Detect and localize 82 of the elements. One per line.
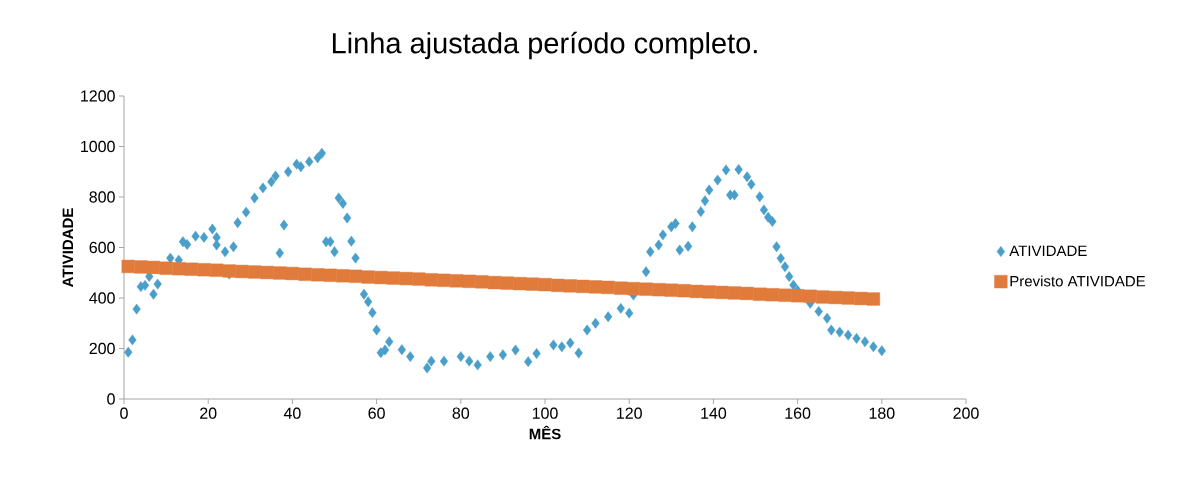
point <box>273 266 287 280</box>
y-axis-title: ATIVIDADE <box>62 208 74 287</box>
x-axis-title: MÊS <box>529 425 561 440</box>
x-tick-label: 200 <box>953 407 979 419</box>
point <box>374 270 388 285</box>
point <box>866 292 880 306</box>
point <box>487 276 502 290</box>
y-tick-label: 600 <box>89 241 115 254</box>
x-tick-label: 180 <box>869 407 895 419</box>
y-tick-label: 400 <box>89 292 115 304</box>
point <box>791 289 805 303</box>
x-tick-label: 140 <box>701 407 727 419</box>
point <box>626 282 641 296</box>
point <box>816 290 830 304</box>
y-tick-label: 800 <box>89 191 115 203</box>
x-tick-label: 160 <box>785 407 811 419</box>
point <box>197 263 211 277</box>
point <box>525 277 539 291</box>
point <box>424 273 438 287</box>
y-tick-label: 1200 <box>81 90 115 102</box>
point <box>134 260 148 274</box>
x-tick-label: 20 <box>200 407 217 419</box>
point <box>386 271 401 285</box>
x-tick-label: 100 <box>532 407 558 419</box>
x-tick-label: 60 <box>368 407 385 419</box>
point <box>437 273 451 287</box>
point <box>664 283 678 297</box>
point <box>601 280 615 294</box>
y-tick-label: 1000 <box>81 140 115 153</box>
point <box>563 279 577 293</box>
point <box>513 277 527 291</box>
point <box>778 288 792 302</box>
point <box>500 276 514 290</box>
point <box>740 286 754 301</box>
point <box>361 270 375 284</box>
point <box>475 275 489 289</box>
point <box>146 260 161 275</box>
point <box>677 284 691 298</box>
legend-label: Previsto ATIVIDADE <box>1010 275 1146 287</box>
point <box>210 263 224 277</box>
point <box>247 265 262 279</box>
y-tick-label: 0 <box>107 393 115 405</box>
point <box>828 290 843 305</box>
point <box>841 291 855 305</box>
point <box>639 282 653 296</box>
point <box>576 279 590 293</box>
point <box>753 287 767 301</box>
point <box>399 271 413 286</box>
point <box>449 274 464 288</box>
point <box>336 269 350 283</box>
point <box>323 268 337 282</box>
point <box>260 265 274 280</box>
point <box>222 264 236 278</box>
point <box>235 264 249 279</box>
point <box>551 278 565 292</box>
chart-title: Linha ajustada período completo. <box>332 31 757 60</box>
point <box>614 281 628 295</box>
point <box>652 283 666 297</box>
point <box>462 274 476 288</box>
x-tick-label: 0 <box>120 407 128 419</box>
point <box>159 261 173 275</box>
point <box>311 268 325 282</box>
x-tick-label: 120 <box>617 407 642 419</box>
point <box>702 285 716 299</box>
point <box>765 288 779 302</box>
point <box>854 291 868 306</box>
point <box>348 269 363 283</box>
point <box>298 267 312 281</box>
point <box>121 259 135 274</box>
x-tick-label: 40 <box>283 407 301 419</box>
y-tick-label: 200 <box>89 342 115 355</box>
legend-label: ATIVIDADE <box>1009 245 1087 256</box>
point <box>689 284 704 299</box>
point <box>715 285 729 300</box>
point <box>285 266 299 281</box>
point <box>588 280 603 294</box>
point <box>538 278 552 292</box>
point <box>412 272 426 286</box>
point <box>727 286 742 300</box>
point <box>184 262 198 276</box>
point <box>172 262 186 276</box>
x-tick-label: 80 <box>452 407 470 419</box>
